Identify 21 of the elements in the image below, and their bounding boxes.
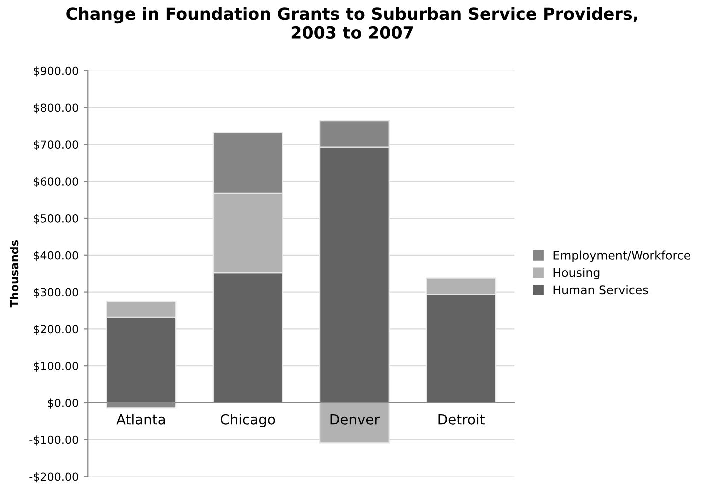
x-tick-label: Chicago	[220, 414, 276, 428]
x-tick-label: Detroit	[438, 414, 485, 425]
y-tick-label: $600.00	[34, 177, 78, 188]
x-tick-label: Atlanta	[116, 414, 166, 425]
y-tick-label: $0.00	[48, 398, 78, 409]
y-axis-title: Thousands	[10, 240, 19, 308]
legend-label: Human Services	[554, 285, 648, 295]
y-tick-label: -$200.00	[30, 472, 78, 483]
chart-title: Change in Foundation Grants to Suburban Service Providers, 2003 to 2007	[66, 7, 638, 40]
y-tick-label: -$100.00	[30, 436, 78, 446]
y-tick-label: $100.00	[34, 362, 78, 372]
y-tick-label: $200.00	[34, 324, 78, 336]
legend-label: Housing	[554, 268, 600, 280]
y-tick-label: $500.00	[34, 214, 78, 224]
legend-label: Employment/Workforce	[554, 250, 690, 262]
y-tick-label: $700.00	[34, 140, 78, 151]
y-tick-label: $300.00	[34, 288, 78, 298]
y-tick-label: $800.00	[34, 104, 78, 114]
y-tick-label: $900.00	[34, 66, 78, 77]
x-tick-label: Denver	[330, 414, 380, 425]
y-tick-label: $400.00	[34, 251, 78, 262]
